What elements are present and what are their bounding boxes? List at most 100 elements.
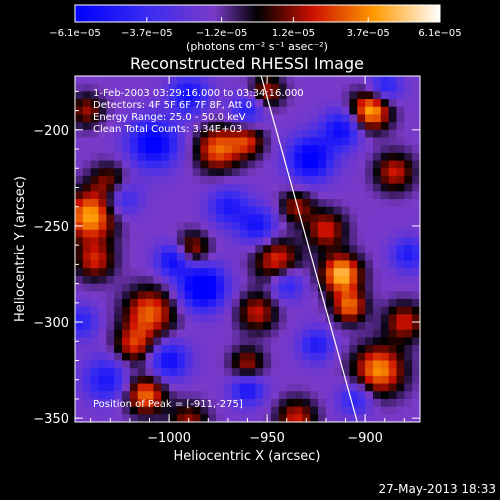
- heatmap-cell: [271, 222, 280, 231]
- heatmap-cell: [122, 122, 131, 131]
- heatmap-cell: [286, 329, 296, 339]
- heatmap-cell: [365, 199, 374, 208]
- heatmap-cell: [223, 283, 233, 292]
- heatmap-cell: [169, 360, 178, 369]
- heatmap-cell: [380, 229, 390, 239]
- heatmap-cell: [388, 322, 398, 331]
- heatmap-cell: [302, 383, 311, 392]
- heatmap-cell: [412, 345, 420, 354]
- heatmap-cell: [161, 283, 170, 292]
- heatmap-cell: [357, 245, 366, 254]
- heatmap-cell: [239, 175, 249, 185]
- heatmap-cell: [208, 206, 217, 215]
- heatmap-cell: [153, 145, 162, 154]
- heatmap-cell: [318, 175, 327, 185]
- heatmap-cell: [396, 391, 405, 400]
- heatmap-cell: [231, 398, 241, 408]
- heatmap-cell: [247, 214, 256, 223]
- heatmap-cell: [145, 175, 155, 185]
- heatmap-cell: [372, 191, 382, 200]
- heatmap-cell: [271, 414, 280, 422]
- heatmap-cell: [372, 229, 382, 239]
- heatmap-cell: [75, 191, 84, 200]
- heatmap-cell: [357, 345, 366, 354]
- heatmap-cell: [333, 199, 343, 208]
- heatmap-cell: [129, 291, 139, 300]
- heatmap-cell: [302, 99, 311, 108]
- heatmap-cell: [75, 229, 84, 239]
- heatmap-cell: [286, 268, 296, 277]
- heatmap-cell: [333, 306, 343, 315]
- heatmap-cell: [255, 222, 264, 231]
- heatmap-cell: [365, 368, 374, 377]
- heatmap-cell: [223, 129, 233, 139]
- heatmap-cell: [357, 222, 366, 231]
- heatmap-cell: [310, 199, 319, 208]
- heatmap-cell: [192, 291, 202, 300]
- heatmap-cell: [372, 298, 382, 308]
- heatmap-cell: [184, 275, 194, 285]
- heatmap-cell: [263, 283, 272, 292]
- heatmap-cell: [278, 99, 288, 108]
- heatmap-cell: [153, 314, 162, 323]
- heatmap-cell: [278, 383, 288, 392]
- heatmap-cell: [325, 214, 335, 223]
- heatmap-cell: [75, 99, 84, 108]
- heatmap-cell: [302, 199, 311, 208]
- heatmap-cell: [184, 345, 194, 354]
- heatmap-cell: [412, 145, 420, 154]
- heatmap-cell: [318, 214, 327, 223]
- heatmap-cell: [161, 360, 170, 369]
- heatmap-cell: [216, 114, 225, 123]
- heatmap-cell: [161, 398, 170, 408]
- heatmap-cell: [302, 329, 311, 339]
- heatmap-cell: [333, 206, 343, 215]
- heatmap-cell: [176, 137, 186, 146]
- heatmap-cell: [137, 76, 147, 85]
- heatmap-cell: [153, 199, 162, 208]
- heatmap-cell: [396, 114, 405, 123]
- heatmap-cell: [176, 83, 186, 92]
- heatmap-cell: [200, 91, 209, 100]
- heatmap-cell: [231, 260, 241, 269]
- heatmap-cell: [106, 306, 115, 315]
- heatmap-cell: [231, 268, 241, 277]
- heatmap-cell: [357, 391, 366, 400]
- heatmap-cell: [153, 322, 162, 331]
- heatmap-cell: [239, 137, 249, 146]
- heatmap-cell: [200, 391, 209, 400]
- heatmap-cell: [310, 391, 319, 400]
- heatmap-cell: [286, 122, 296, 131]
- heatmap-cell: [325, 222, 335, 231]
- heatmap-cell: [286, 106, 296, 116]
- heatmap-cell: [75, 383, 84, 392]
- heatmap-cell: [231, 222, 241, 231]
- heatmap-cell: [255, 99, 264, 108]
- heatmap-cell: [404, 360, 413, 369]
- heatmap-cell: [176, 337, 186, 346]
- heatmap-cell: [271, 291, 280, 300]
- heatmap-cell: [247, 391, 256, 400]
- heatmap-cell: [231, 91, 241, 100]
- heatmap-cell: [239, 322, 249, 331]
- heatmap-cell: [145, 375, 155, 385]
- heatmap-cell: [294, 83, 303, 92]
- heatmap-cell: [341, 145, 351, 154]
- heatmap-cell: [231, 291, 241, 300]
- heatmap-cell: [380, 137, 390, 146]
- heatmap-cell: [98, 222, 107, 231]
- heatmap-cell: [372, 414, 382, 422]
- heatmap-cell: [396, 252, 405, 262]
- heatmap-cell: [114, 306, 123, 315]
- heatmap-cell: [396, 268, 405, 277]
- heatmap-cell: [380, 175, 390, 185]
- heatmap-cell: [161, 76, 170, 85]
- heatmap-cell: [380, 83, 390, 92]
- heatmap-cell: [161, 183, 170, 192]
- heatmap-cell: [122, 183, 131, 192]
- heatmap-cell: [176, 229, 186, 239]
- heatmap-cell: [365, 245, 374, 254]
- heatmap-cell: [90, 322, 100, 331]
- heatmap-cell: [263, 383, 272, 392]
- heatmap-cell: [372, 345, 382, 354]
